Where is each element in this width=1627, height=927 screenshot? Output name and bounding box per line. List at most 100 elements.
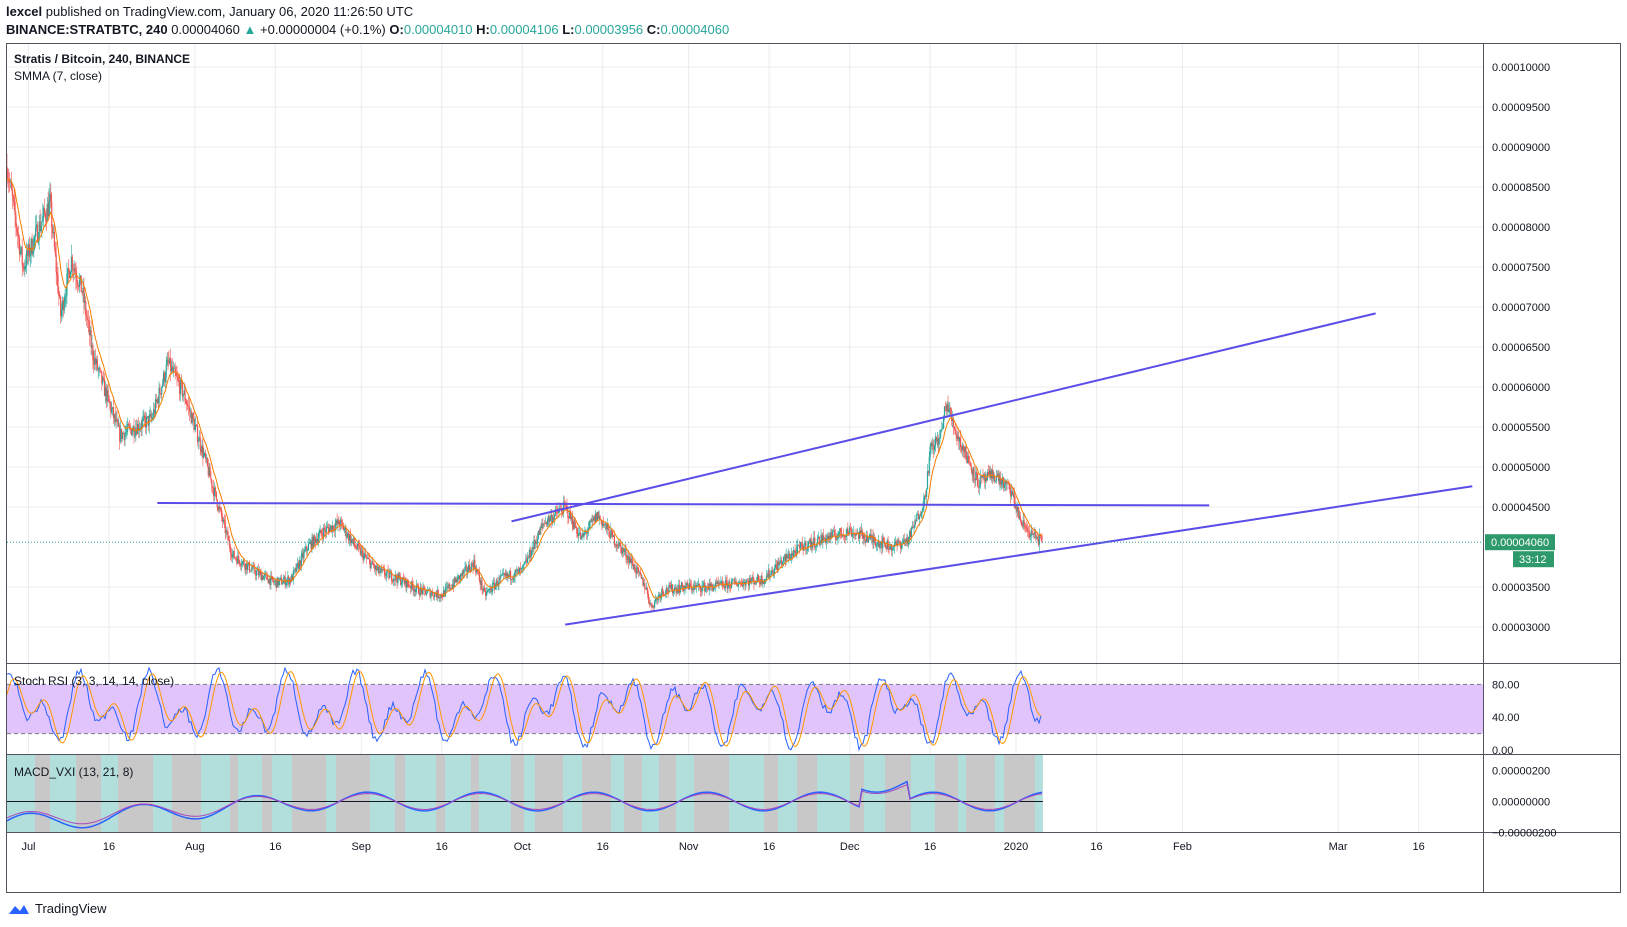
candle-body <box>516 570 518 572</box>
candle-body <box>196 425 199 442</box>
candle-body <box>621 548 624 554</box>
candle-body <box>535 542 538 544</box>
candle-body <box>9 181 12 183</box>
last-price-badge <box>1485 534 1555 551</box>
candle-body <box>228 540 230 541</box>
candle-body <box>141 421 143 429</box>
candle-body <box>254 566 256 573</box>
countdown-badge <box>1513 551 1554 568</box>
candle-body <box>389 573 391 579</box>
candle-body <box>891 544 893 551</box>
candle-body <box>1018 507 1020 519</box>
candle-body <box>470 563 472 572</box>
candle-body <box>422 586 424 595</box>
candle-body <box>881 541 883 549</box>
time-tick: 16 <box>597 841 609 853</box>
candle-body <box>114 414 116 422</box>
candle-body <box>779 561 781 565</box>
candle-body <box>83 287 85 303</box>
candle-body <box>88 321 90 335</box>
candle-body <box>355 546 357 549</box>
candle-body <box>101 371 103 384</box>
macd-bg-band <box>850 755 864 832</box>
candle-body <box>1029 536 1031 538</box>
stoch-legend[interactable]: Stoch RSI (3, 3, 14, 14, close) <box>14 674 175 688</box>
candle-body <box>909 531 912 538</box>
series-legend[interactable]: Stratis / Bitcoin, 240, BINANCE <box>14 52 191 66</box>
candle-body <box>552 517 555 520</box>
candle-body <box>302 553 304 558</box>
candle-body <box>938 438 940 445</box>
candle-body <box>889 546 891 550</box>
candle-body <box>339 524 341 527</box>
candle-body <box>1023 520 1025 524</box>
candle-body <box>58 293 60 297</box>
candle-body <box>19 250 22 255</box>
candle-body <box>400 582 403 585</box>
candle-body <box>184 390 186 401</box>
macd-bg-band <box>764 755 778 832</box>
candle-body <box>289 579 291 585</box>
candle-body <box>433 595 435 598</box>
candle-body <box>315 539 318 543</box>
candle-body <box>668 585 670 593</box>
candle-body <box>344 527 346 530</box>
candle-body <box>959 437 961 442</box>
candle-body <box>371 561 373 563</box>
candle-body <box>340 519 343 523</box>
candle-body <box>755 582 757 583</box>
indicator-legend[interactable]: SMMA (7, close) <box>14 69 103 83</box>
candle-body <box>127 423 129 430</box>
candle-body <box>840 528 842 533</box>
macd-legend[interactable]: MACD_VXI (13, 21, 8) <box>14 765 134 779</box>
candle-body <box>334 524 336 531</box>
candle-body <box>806 549 808 551</box>
candle-body <box>799 542 802 549</box>
candle-body <box>940 430 942 432</box>
footer-brand[interactable]: TradingView <box>8 901 107 916</box>
candle-body <box>567 507 569 518</box>
price-tick: 0.00006500 <box>1492 342 1550 354</box>
candle-body <box>416 584 418 590</box>
candle-body <box>578 532 581 534</box>
candle-body <box>500 575 502 579</box>
candle-body <box>967 455 969 464</box>
candle-body <box>788 553 790 558</box>
candle-body <box>73 268 75 270</box>
candle-body <box>287 576 289 580</box>
author-name[interactable]: lexcel <box>6 4 43 19</box>
candle-body <box>471 563 473 565</box>
candle-body <box>902 539 904 544</box>
price-tick: 0.00008500 <box>1492 182 1550 194</box>
candle-body <box>264 573 267 575</box>
candle-body <box>86 315 88 318</box>
candle-body <box>917 514 919 515</box>
candle-body <box>702 585 704 587</box>
candle-body <box>637 568 640 573</box>
candle-body <box>250 568 252 572</box>
candle-body <box>544 522 547 524</box>
candle-body <box>863 535 865 539</box>
candle-body <box>421 589 423 595</box>
candle-body <box>495 580 497 585</box>
candle-body <box>720 581 722 584</box>
candle-body <box>689 583 692 586</box>
candle-body <box>968 455 970 463</box>
candle-body <box>450 588 453 589</box>
candle-body <box>798 545 801 549</box>
candle-body <box>626 557 628 560</box>
candle-body <box>1031 530 1033 535</box>
candle-body <box>762 581 764 584</box>
candle-body <box>391 581 394 582</box>
trendlines[interactable] <box>157 312 1473 626</box>
macd-tick: 0.00000000 <box>1492 797 1550 809</box>
candle-body <box>236 559 238 564</box>
candle-body <box>612 531 614 537</box>
candle-body <box>94 357 96 365</box>
candle-body <box>214 487 217 492</box>
candle-body <box>215 491 217 500</box>
candle-body <box>714 582 717 588</box>
candle-body <box>499 577 501 579</box>
candle-body <box>801 543 803 548</box>
